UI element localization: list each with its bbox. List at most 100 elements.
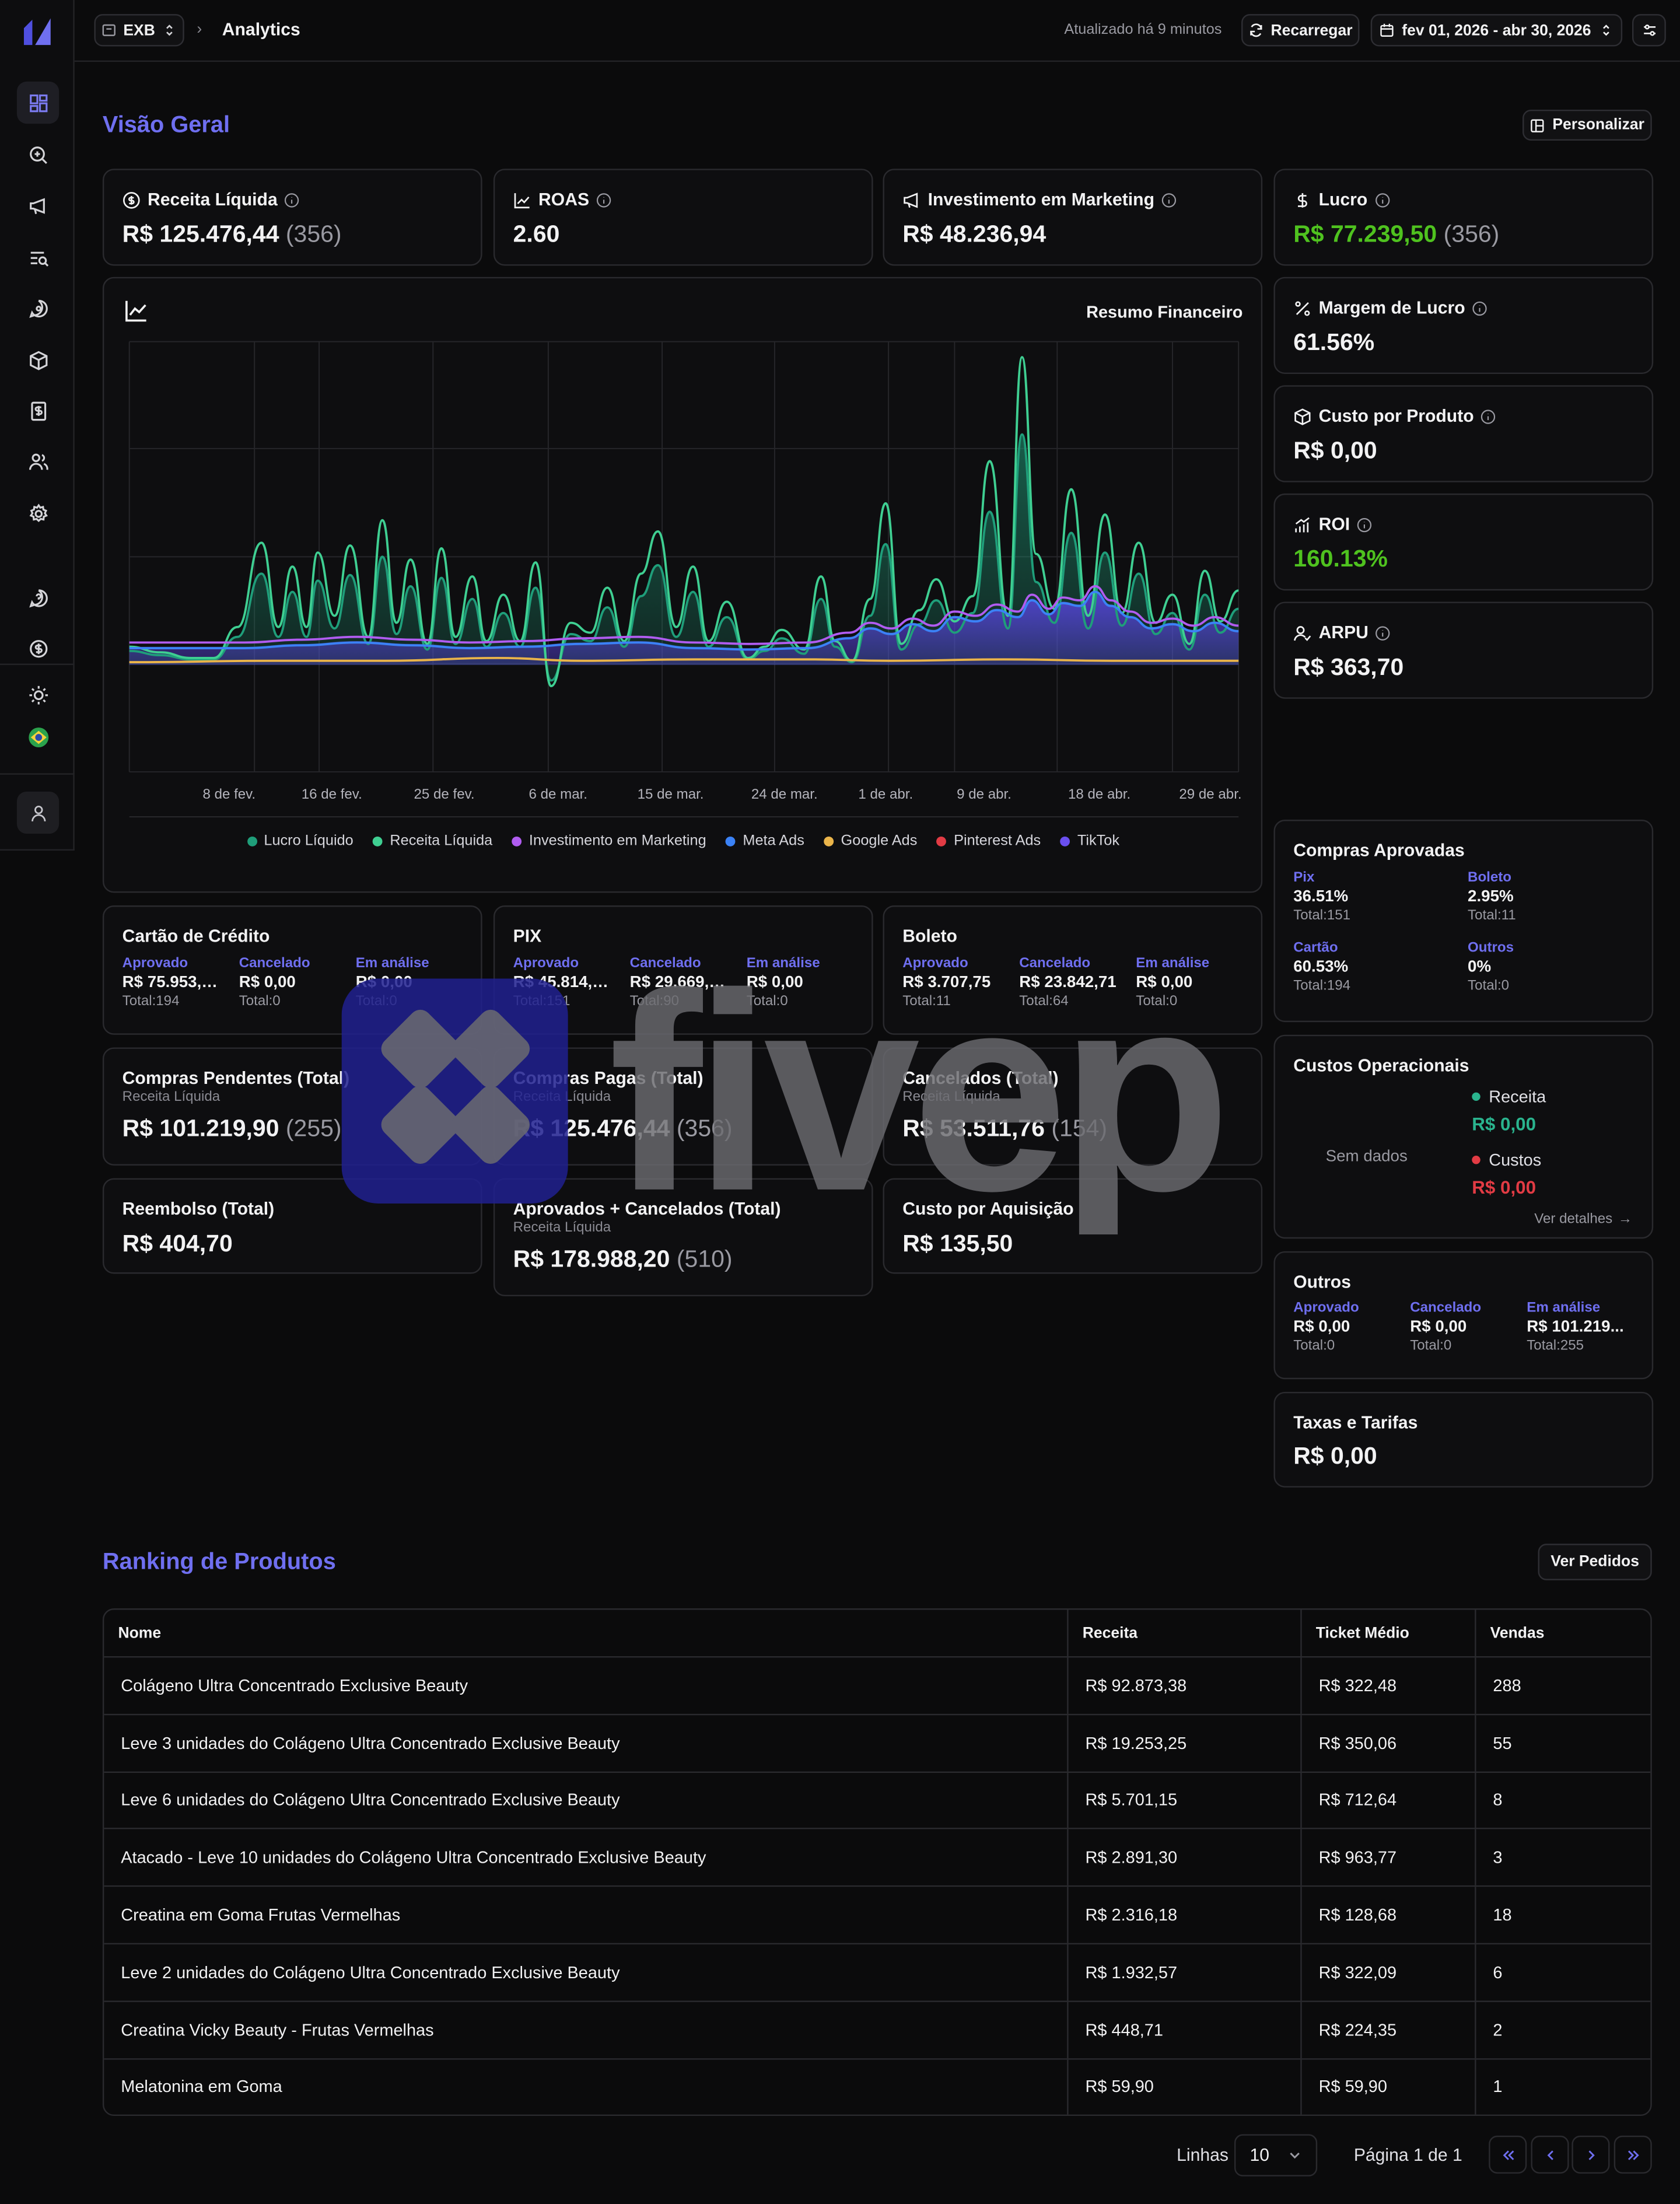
info-icon[interactable] [596,192,612,208]
table-cell: 6 [1493,1962,1503,1982]
rows-per-page-select[interactable]: 10 [1234,2134,1318,2177]
info-icon[interactable] [285,192,300,208]
table-row[interactable]: Creatina Vicky Beauty - Frutas Vermelhas… [104,2002,1651,2059]
info-icon[interactable] [1357,517,1373,533]
kpi-value: R$ 48.236,94 [902,221,1046,248]
zoom-search-icon[interactable] [17,134,59,176]
legend-dot [373,835,383,846]
currency-icon[interactable] [17,627,59,669]
table-row[interactable]: Leve 3 unidades do Colágeno Ultra Concen… [104,1715,1651,1773]
details-link[interactable]: Ver detalhes → [1534,1212,1632,1227]
table-row[interactable]: Leve 2 unidades do Colágeno Ultra Concen… [104,1944,1651,2002]
table-cell: R$ 224,35 [1302,2002,1476,2058]
table-cell: R$ 2.316,18 [1069,1887,1302,1943]
status-value: R$ 0,00 [1293,1318,1350,1336]
reload-button[interactable]: Recarregar [1241,14,1360,47]
status-value: R$ 101.219... [1527,1318,1624,1336]
info-icon[interactable] [1161,192,1177,208]
next-page-button[interactable] [1572,2135,1610,2174]
card-count: (255) [285,1115,342,1142]
filters-button[interactable] [1632,14,1666,47]
status-value: R$ 0,00 [746,974,803,992]
top-header: EXB › Analytics Atualizado há 9 minutos … [74,0,1680,62]
legend-item[interactable]: Meta Ads [726,832,804,849]
list-search-icon[interactable] [17,236,59,278]
info-icon[interactable] [1374,192,1390,208]
legend-dot [512,835,522,846]
table-row[interactable]: Colágeno Ultra Concentrado Exclusive Bea… [104,1657,1651,1715]
prev-page-button[interactable] [1531,2135,1569,2174]
settings-gear-icon[interactable] [17,492,59,534]
app-logo-icon[interactable] [20,14,55,49]
legend-dot [726,835,736,846]
chevron-down-icon [1290,2152,1300,2159]
table-cell: Creatina Vicky Beauty - Frutas Vermelhas [104,2002,1069,2058]
x-tick-label: 16 de fev. [302,786,362,802]
first-page-button[interactable] [1489,2135,1527,2174]
card-title: Custos Operacionais [1293,1055,1469,1076]
status-total: Total:0 [1410,1338,1452,1354]
brazil-flag-icon[interactable] [17,716,59,758]
legend-item[interactable]: TikTok [1060,832,1119,849]
sidebar-divider [0,773,75,775]
users-icon[interactable] [17,440,59,482]
card-count: (154) [1051,1115,1108,1142]
table-row[interactable]: Melatonina em Goma R$ 59,90 R$ 59,90 1 [104,2059,1650,2115]
table-row[interactable]: Leve 6 unidades do Colágeno Ultra Concen… [104,1772,1651,1830]
method-total: Total:0 [1468,978,1510,994]
dashboard-icon[interactable] [16,81,60,124]
status-label: Aprovado [513,956,579,972]
legend-item[interactable]: Lucro Líquido [247,832,354,849]
view-orders-button[interactable]: Ver Pedidos [1538,1544,1652,1580]
table-cell: R$ 59,90 [1069,2059,1302,2115]
store-selector[interactable]: EXB [94,14,184,47]
chart-title: Resumo Financeiro [1086,302,1243,322]
legend-item[interactable]: Receita Líquida [373,832,492,849]
card-amount: R$ 178.988,20 [513,1246,670,1273]
kpi-value: 61.56% [1293,328,1375,356]
sliders-icon [1643,25,1655,36]
google-ads-line [129,656,1239,664]
info-icon[interactable] [1481,408,1497,424]
customize-button[interactable]: Personalizar [1522,109,1652,141]
table-row[interactable]: Creatina em Goma Frutas Vermelhas R$ 2.31… [104,1887,1651,1944]
status-value: R$ 75.953,… [122,974,218,992]
legend-item[interactable]: Google Ads [824,832,917,849]
status-col-approved: Aprovado R$ 45.814,… Total:151 [513,956,626,1010]
box-icon[interactable] [17,339,59,381]
card-title: PIX [513,926,542,946]
costs-value: R$ 0,00 [1472,1177,1536,1198]
chevron-right-icon [1588,2150,1594,2160]
table-cell: 3 [1493,1848,1503,1868]
last-page-button[interactable] [1614,2135,1652,2174]
status-value: R$ 0,00 [239,974,296,992]
date-range-label: fev 01, 2026 - abr 30, 2026 [1402,22,1591,39]
chart-line-icon[interactable] [124,298,149,323]
legend-item[interactable]: Pinterest Ads [937,832,1041,849]
table-cell: R$ 1.932,57 [1069,1944,1302,2000]
legend-item[interactable]: Investimento em Marketing [512,832,706,849]
financial-summary-chart[interactable]: 8 de fev. 16 de fev. 25 de fev. 6 de mar. 15… [104,278,1264,894]
table-row[interactable]: Atacado - Leve 10 unidades do Colágeno U… [104,1829,1651,1887]
revenue-value: R$ 0,00 [1472,1113,1536,1135]
info-icon[interactable] [1472,300,1488,316]
user-avatar-icon[interactable] [16,791,60,834]
status-col-cancelled: Cancelado R$ 0,00 Total:0 [1410,1300,1522,1354]
card-value: R$ 53.511,76 (154) [902,1115,1107,1143]
status-total: Total:0 [239,993,281,1010]
megaphone-icon[interactable] [17,184,59,226]
table-cell: R$ 59,90 [1302,2059,1476,2115]
sun-theme-icon[interactable] [17,673,59,715]
method-total: Total:151 [1293,908,1351,924]
details-link-label: Ver detalhes [1534,1212,1613,1227]
invoice-dollar-icon[interactable] [17,390,59,432]
table-cell: Leve 2 unidades do Colágeno Ultra Concen… [104,1944,1069,2000]
lucro-line [129,433,1239,682]
kpi-card-margem-lucro: Margem de Lucro 61.56% [1273,277,1654,375]
status-col-cancelled: Cancelado R$ 29.669,… Total:90 [630,956,743,1010]
card-value: R$ 125.476,44 (356) [513,1115,733,1143]
chat-heart-icon[interactable] [17,287,59,329]
help-chat-icon[interactable] [17,576,59,618]
info-icon[interactable] [1376,625,1391,641]
date-range-picker[interactable]: fev 01, 2026 - abr 30, 2026 [1370,14,1623,47]
